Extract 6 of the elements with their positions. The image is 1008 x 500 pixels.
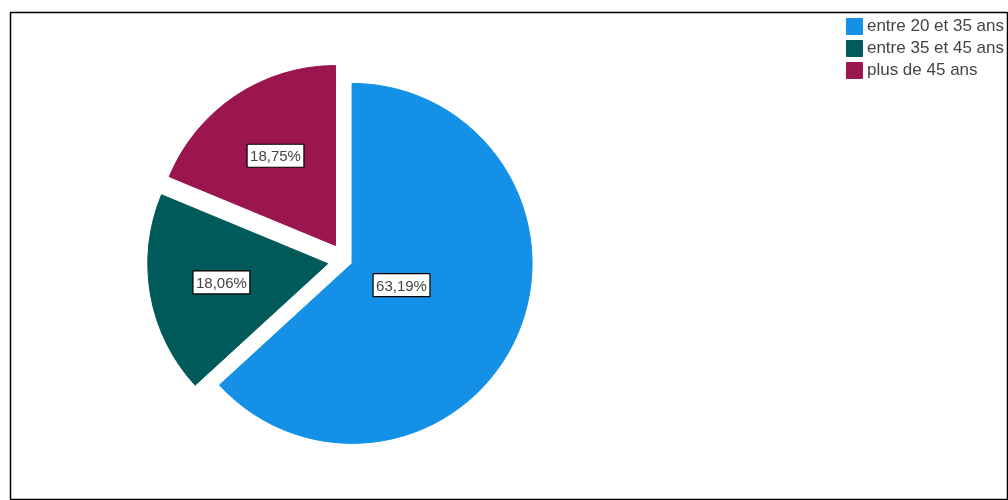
- legend-label: entre 20 et 35 ans: [866, 16, 1004, 36]
- legend-label: plus de 45 ans: [866, 60, 978, 80]
- data-label: 18,06%: [195, 273, 247, 291]
- data-label: 18,75%: [250, 147, 301, 165]
- legend-label: entre 35 et 45 ans: [866, 38, 1004, 58]
- data-label: 63,19%: [376, 276, 427, 294]
